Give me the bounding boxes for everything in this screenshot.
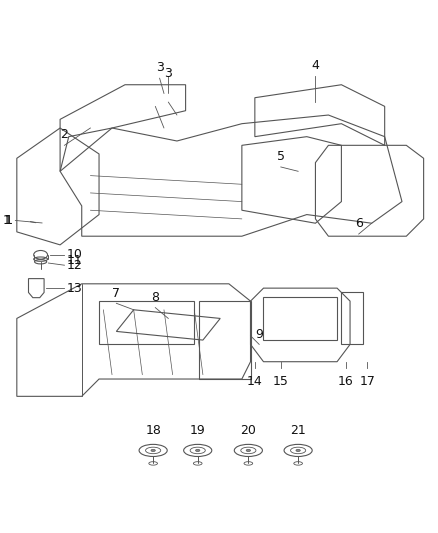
Text: 18: 18: [145, 424, 161, 438]
Text: 1: 1: [3, 214, 11, 227]
Ellipse shape: [195, 449, 200, 451]
Text: 6: 6: [355, 217, 363, 230]
Text: 16: 16: [338, 375, 353, 387]
Text: 13: 13: [67, 281, 82, 295]
Text: 3: 3: [164, 67, 172, 80]
Ellipse shape: [151, 449, 155, 451]
Text: 1: 1: [5, 214, 13, 227]
Text: 14: 14: [247, 375, 263, 387]
Text: 7: 7: [113, 287, 120, 300]
Text: 11: 11: [67, 254, 82, 266]
Bar: [341, 293, 363, 344]
Text: 15: 15: [273, 375, 289, 387]
Ellipse shape: [296, 449, 300, 451]
Text: 17: 17: [360, 375, 375, 387]
Text: 21: 21: [290, 424, 306, 438]
Text: 20: 20: [240, 424, 256, 438]
Ellipse shape: [246, 449, 251, 451]
Text: 12: 12: [67, 259, 82, 272]
Text: 3: 3: [155, 61, 163, 74]
Text: 9: 9: [255, 328, 263, 341]
Text: 19: 19: [190, 424, 205, 438]
Text: 5: 5: [277, 150, 285, 163]
Text: 8: 8: [151, 291, 159, 304]
Text: 4: 4: [311, 59, 319, 72]
Text: 1: 1: [5, 214, 13, 227]
Text: 10: 10: [67, 248, 82, 261]
Text: 2: 2: [60, 128, 68, 141]
